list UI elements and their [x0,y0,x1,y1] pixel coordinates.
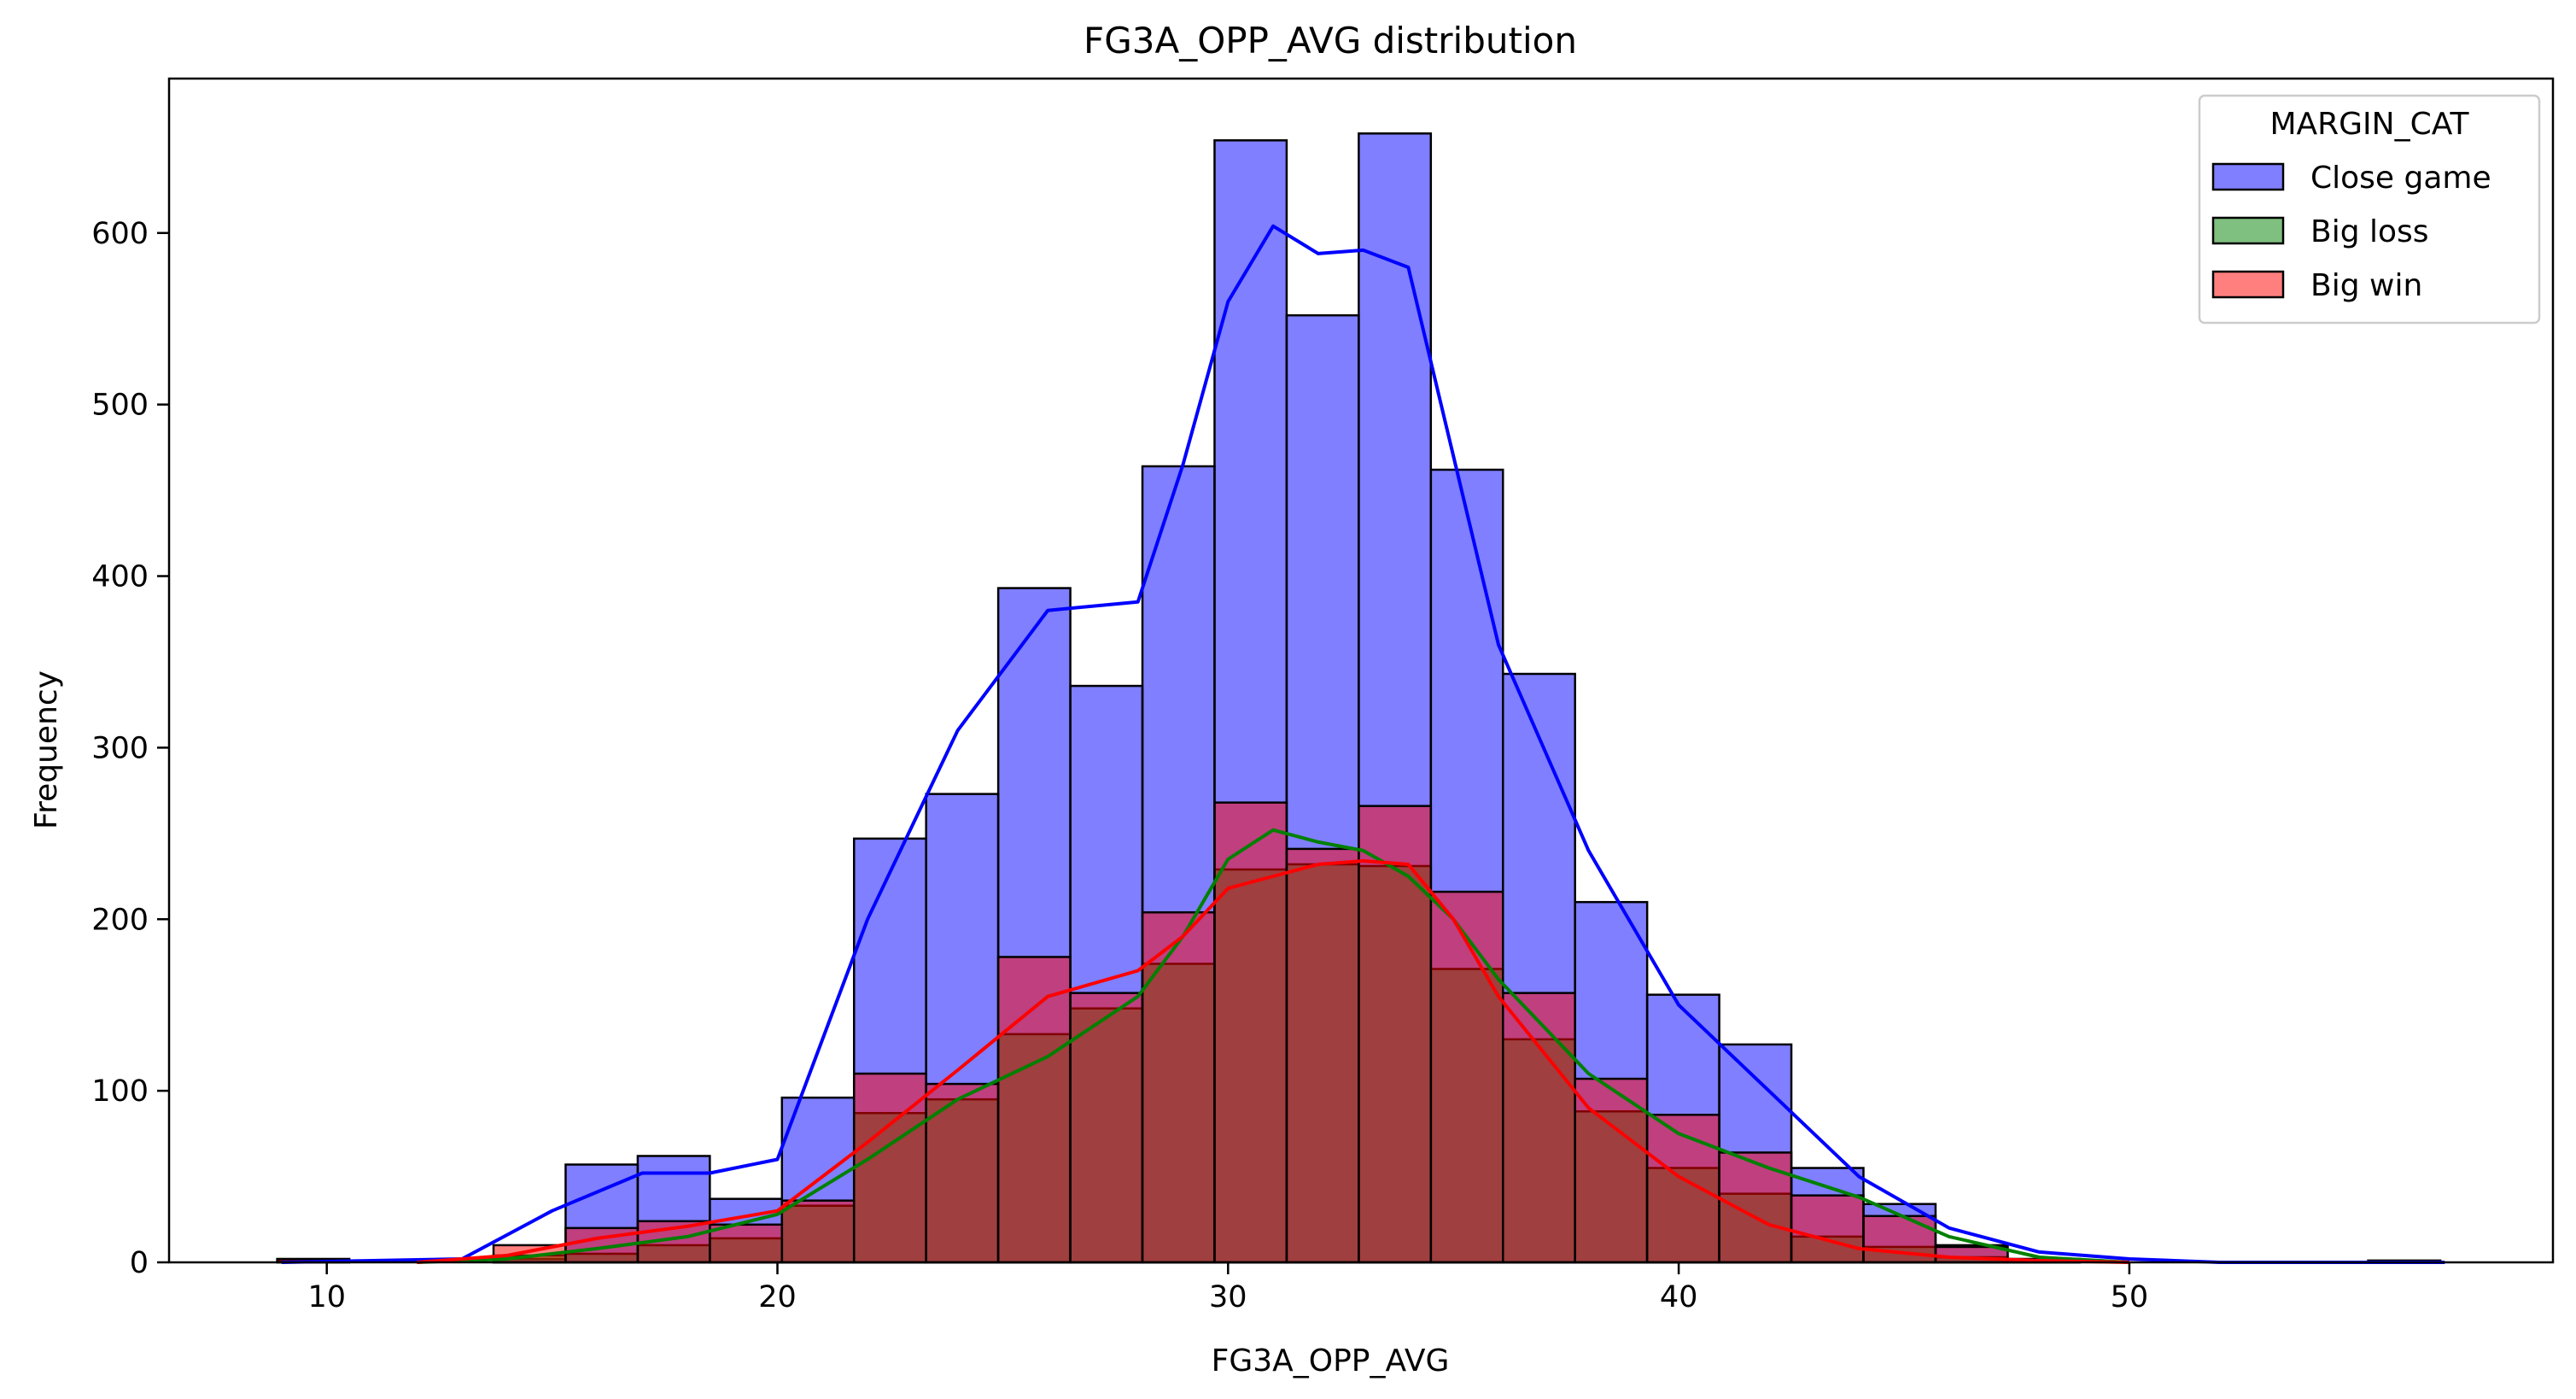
y-tick-label: 200 [91,903,149,937]
legend-swatch [2211,162,2285,191]
y-tick-label: 500 [91,389,149,423]
bar-big-win [925,1082,1000,1264]
chart-title: FG3A_OPP_AVG distribution [1084,20,1577,61]
kde-line-big-win [417,859,2129,1264]
legend-label: Close game [2310,161,2491,196]
y-tick-label: 0 [130,1246,149,1280]
bar-big-win [1790,1194,1865,1264]
legend-swatch [2211,270,2285,299]
bar-big-win [996,956,1072,1264]
y-tick-label: 400 [91,560,149,594]
y-axis-label: Frequency [29,670,64,829]
bar-big-win [1285,847,1360,1264]
bar-big-win [1718,1151,1793,1264]
y-tick-label: 600 [91,217,149,251]
bar-big-win [1502,992,1576,1264]
x-tick-label: 50 [2111,1280,2149,1314]
y-tick-label: 100 [91,1074,149,1109]
legend-box [2198,94,2541,325]
bar-big-win [780,1199,856,1264]
bar-big-win [1213,801,1288,1264]
kde-line-close-game [281,224,2445,1264]
legend-label: Big win [2310,268,2422,303]
bar-big-win [1429,890,1504,1264]
axes-frame [167,77,2555,1264]
x-tick-label: 30 [1209,1280,1247,1314]
x-tick-label: 40 [1660,1280,1698,1314]
legend-title: MARGIN_CAT [2269,107,2469,142]
legend-label: Big loss [2310,214,2429,249]
legend-swatch [2211,216,2285,245]
kde-line-big-loss [417,828,2130,1264]
bar-big-win [1574,1077,1649,1264]
bar-big-win [1141,910,1216,1264]
y-tick-label: 300 [91,731,149,765]
x-tick-label: 20 [758,1280,797,1314]
bar-big-win [1358,805,1433,1264]
bar-big-win [709,1223,784,1264]
x-tick-label: 10 [307,1280,346,1314]
x-axis-label: FG3A_OPP_AVG [1212,1343,1450,1379]
legend: MARGIN_CAT Close game Big loss Big win [2198,94,2541,325]
